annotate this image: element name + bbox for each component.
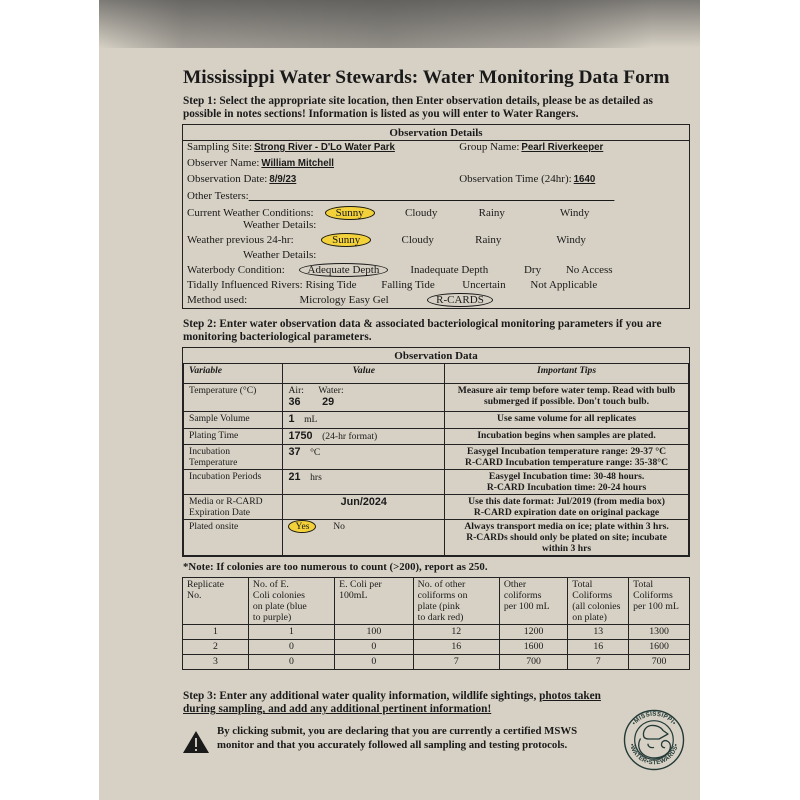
svg-text:•MISSISSIPPI•: •MISSISSIPPI• xyxy=(631,711,677,727)
